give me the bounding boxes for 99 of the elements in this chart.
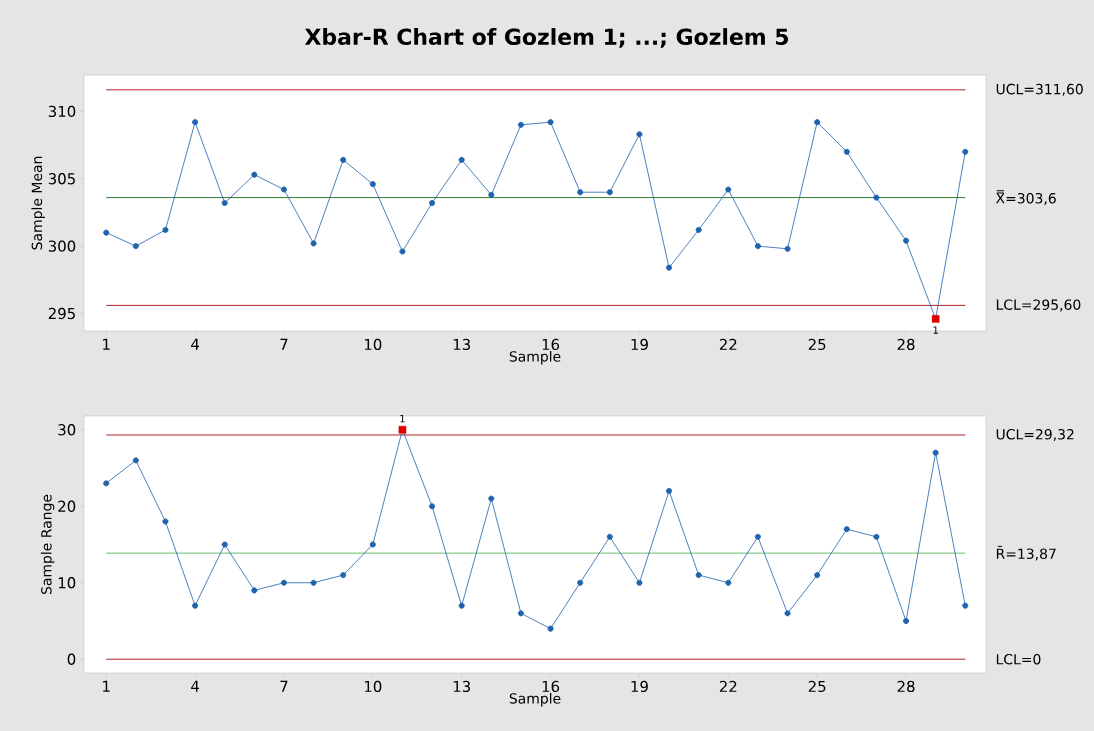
point [577,579,584,586]
point [695,572,702,579]
point [784,610,791,617]
point [666,487,673,494]
chart-title: Xbar-R Chart of Gozlem 1; ...; Gozlem 5 [304,28,788,48]
point [251,587,258,594]
x-tick-label: 28 [897,338,915,351]
point [843,148,850,155]
point [725,579,732,586]
ref-line-label: R̄=13,87 [996,545,1056,561]
point [429,199,436,206]
y-tick-label: 295 [48,307,75,320]
y-axis-title: Sample Range [40,494,55,595]
point [577,189,584,196]
point [962,148,969,155]
point [103,480,110,487]
ref-line-label: UCL=311,60 [996,83,1083,96]
point [843,526,850,533]
point [517,610,524,617]
x-tick-label: 22 [719,338,737,350]
point [488,495,495,502]
point [903,617,910,624]
point [636,579,643,586]
point [962,602,969,609]
y-tick-label: 10 [58,577,76,589]
point [932,449,939,456]
x-tick-label: 16 [542,338,560,351]
ref-line-label: UCL=29,32 [996,428,1074,441]
x-axis-title: Sample [509,692,561,707]
point [162,226,169,233]
point [754,243,761,250]
point [814,572,821,579]
point [310,579,317,586]
point [458,602,465,609]
point [547,625,554,632]
y-tick-label: 305 [48,173,75,185]
annotation: 1 [400,414,405,423]
ref-line-label: LCL=295,60 [996,299,1081,312]
point [280,186,287,193]
point [192,119,199,126]
x-tick-label: 19 [631,338,648,351]
point [310,240,317,247]
y-axis-title: Sample Mean [31,156,45,250]
point [903,237,910,244]
x-tick-label: 16 [542,680,560,693]
x-tick-label: 10 [364,680,382,693]
point [814,119,821,126]
point [280,579,287,586]
point [606,189,613,196]
point [340,156,347,163]
point [132,243,139,250]
x-tick-label: 22 [719,680,737,692]
point [369,181,376,188]
y-tick-label: 300 [48,240,76,252]
point [873,194,880,201]
point [873,533,880,540]
x-tick-label: 25 [808,338,826,351]
point [221,541,228,548]
x-tick-label: 7 [280,680,288,692]
y-tick-label: 310 [48,105,76,118]
point [251,171,258,178]
point [132,457,139,464]
point [666,264,673,271]
point [754,533,761,540]
point [429,503,436,510]
ref-line-label: X̿=303,6 [995,190,1056,205]
point [399,248,406,255]
x-tick-label: 1 [103,680,110,692]
x-tick-label: 7 [280,338,288,350]
point [488,191,495,198]
point [103,229,110,236]
y-tick-label: 30 [58,424,76,436]
point [784,245,791,252]
y-tick-label: 0 [67,653,76,665]
x-tick-label: 13 [453,680,470,693]
y-tick-label: 20 [58,500,76,512]
x-tick-label: 4 [191,680,199,692]
x-tick-label: 1 [103,338,110,350]
point [162,518,169,525]
point [340,572,347,579]
x-tick-label: 10 [364,338,382,351]
x-tick-label: 28 [897,680,915,693]
x-tick-label: 13 [453,338,470,351]
point [369,541,376,548]
point [458,156,465,163]
x-tick-label: 25 [808,680,826,693]
point [221,199,228,206]
annotation: 1 [933,326,938,334]
x-axis-title: Sample [509,350,561,365]
point [547,119,554,126]
point [695,226,702,233]
x-tick-label: 19 [631,680,648,693]
x-tick-label: 4 [191,338,199,350]
point [192,602,199,609]
point [517,121,524,128]
point [636,131,643,138]
point [725,186,732,193]
ref-line-label: LCL=0 [996,653,1041,665]
point [606,533,613,540]
